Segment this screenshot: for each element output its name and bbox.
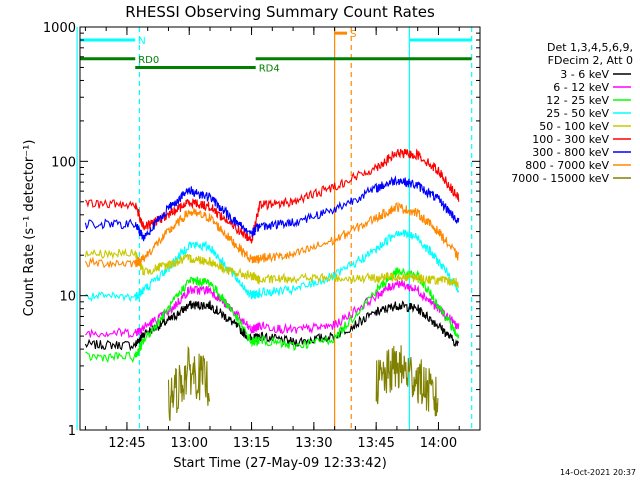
legend-label: 300 - 800 keV	[532, 146, 609, 159]
legend-label: 25 - 50 keV	[546, 107, 609, 120]
legend-label: 12 - 25 keV	[546, 94, 609, 107]
series-50-100keV-line	[84, 247, 460, 289]
series-segment	[84, 175, 460, 242]
x-tick-label: 13:45	[357, 436, 394, 451]
legend-label: 100 - 300 keV	[532, 133, 609, 146]
legend-label: 800 - 7000 keV	[525, 159, 609, 172]
y-tick-label: 1000	[43, 21, 76, 36]
timestamp: 14-Oct-2021 20:37	[560, 468, 636, 477]
x-tick-label: 13:30	[295, 436, 332, 451]
series-segment	[84, 247, 460, 289]
chart-title: RHESSI Observing Summary Count Rates	[125, 3, 435, 21]
state-bar-label-0: N	[138, 36, 145, 47]
y-axis-label: Count Rate (s⁻¹ detector⁻¹)	[22, 140, 37, 317]
plot-frame	[79, 26, 481, 431]
x-tick-label: 13:00	[171, 436, 208, 451]
series-segment	[85, 267, 460, 364]
series-segment	[84, 148, 460, 244]
series-7000-15000keV-line	[167, 345, 439, 422]
x-tick-label: 14:00	[420, 436, 457, 451]
legend-label: 50 - 100 keV	[539, 120, 609, 133]
y-tick-label: 100	[51, 155, 76, 170]
legend-header-line-1: Det 1,3,4,5,6,9,	[547, 41, 633, 54]
legend-label: 6 - 12 keV	[553, 81, 609, 94]
state-bar-label-3: RD4	[259, 63, 280, 74]
y-tick-label: 10	[59, 290, 76, 305]
series-12-25keV-line	[85, 267, 460, 364]
series-segment	[85, 279, 460, 339]
series-segment	[167, 345, 211, 422]
legend-label: 7000 - 15000 keV	[511, 172, 609, 185]
series-segment	[85, 229, 460, 303]
x-tick-label: 12:45	[108, 436, 145, 451]
legend-header-line-2: FDecim 2, Att 0	[548, 54, 633, 67]
state-bar-label-5: S	[350, 29, 356, 40]
series-100-300keV-line	[84, 148, 460, 244]
legend: Det 1,3,4,5,6,9, FDecim 2, Att 0 3 - 6 k…	[511, 41, 633, 185]
series-segment	[375, 345, 439, 417]
y-tick-label: 1	[68, 424, 76, 439]
state-bar-label-2: RD0	[138, 55, 159, 66]
x-tick-label: 13:15	[233, 436, 270, 451]
x-axis-tick-labels: 12:45 13:00 13:15 13:30 13:45 14:00	[84, 27, 481, 451]
series-6-12keV-line	[85, 279, 460, 339]
series-segment	[84, 201, 460, 269]
series-25-50keV-line	[85, 229, 460, 303]
series-300-800keV-line	[84, 175, 460, 242]
series-800-7000keV-line	[84, 201, 460, 269]
legend-label: 3 - 6 keV	[560, 68, 609, 81]
x-axis-label: Start Time (27-May-09 12:33:42)	[173, 456, 387, 471]
plot-area: N RD0 RD4 S	[76, 26, 481, 431]
y-axis-tick-labels: 1 10 100 1000	[43, 21, 480, 439]
